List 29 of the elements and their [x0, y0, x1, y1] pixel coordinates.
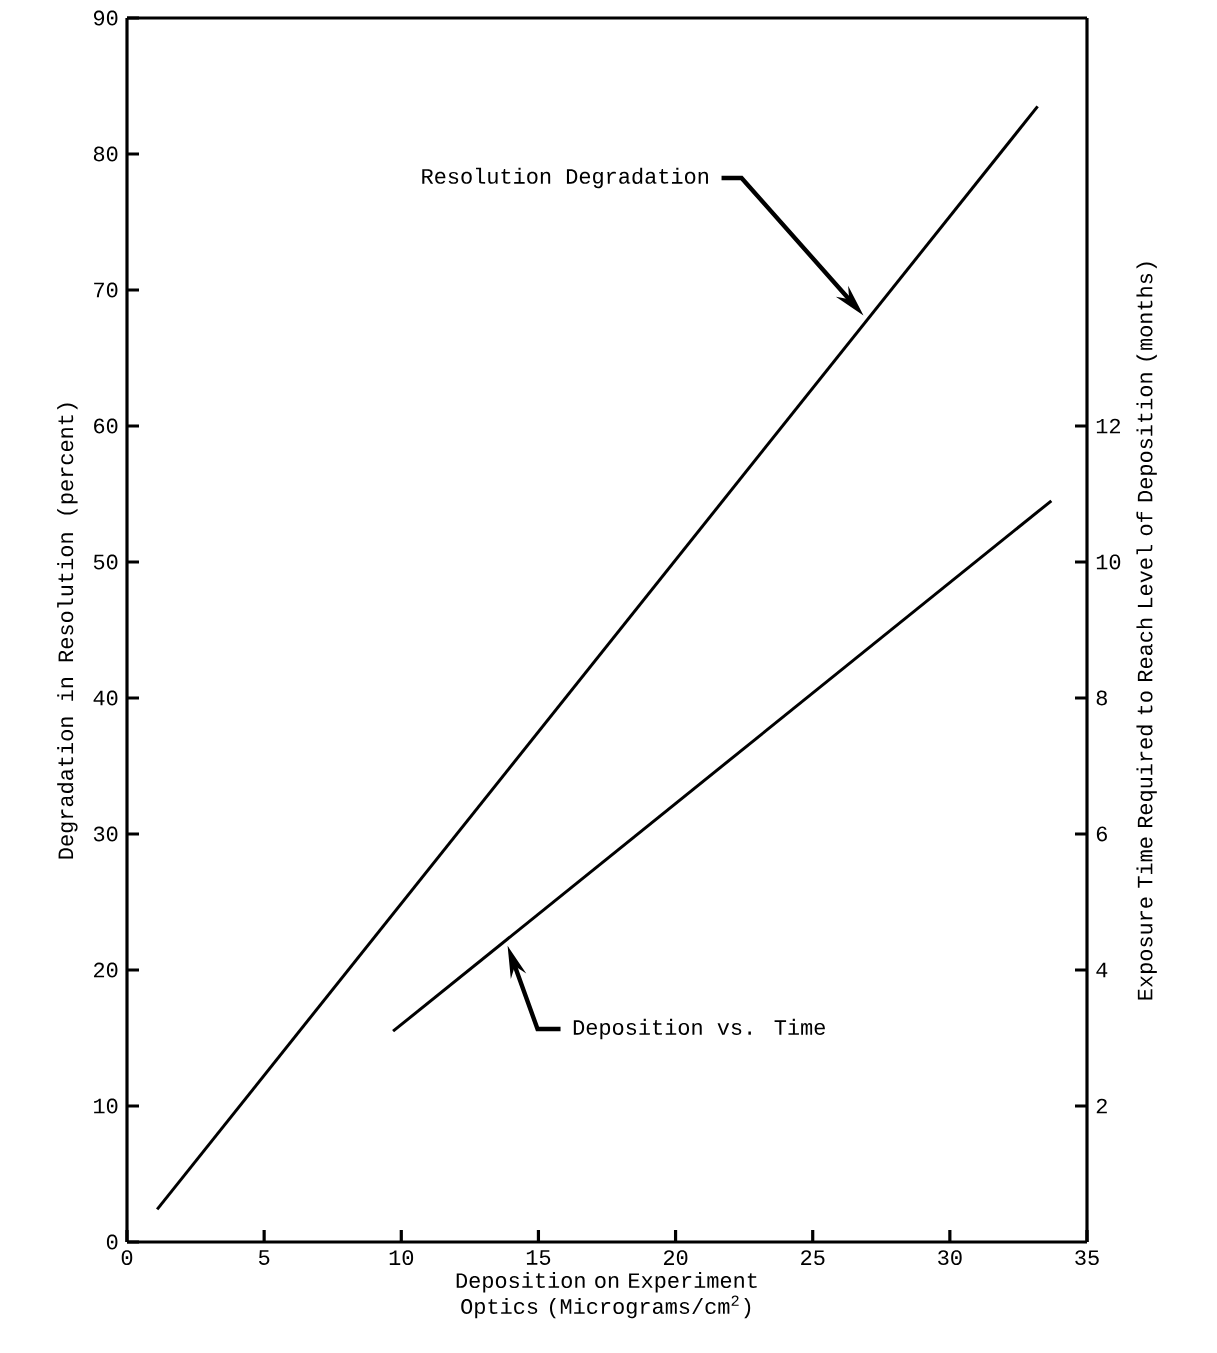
y2-axis-title: Exposure Time Required to Reach Level of Deposition (months)	[1136, 262, 1157, 1000]
y2-tick-label: 8	[1096, 690, 1107, 706]
y-tick-label: 70	[94, 282, 118, 298]
y-tick-label: 10	[94, 1098, 118, 1114]
x-tick-label: 35	[1075, 1250, 1099, 1266]
y-tick-label: 20	[93, 962, 118, 978]
y-tick-label: 40	[93, 690, 118, 706]
y2-tick-label: 10	[1096, 554, 1121, 570]
y2-tick-label: 4	[1096, 962, 1108, 978]
y-axis-title: Degradation in Resolution (percent)	[57, 403, 78, 859]
y-tick-label: 50	[93, 554, 118, 570]
x-tick-label: 25	[801, 1250, 825, 1266]
x-tick-label: 15	[526, 1250, 551, 1265]
y2-tick-label: 6	[1096, 826, 1107, 842]
y-tick-label: 0	[106, 1234, 118, 1250]
x-tick-label: 20	[663, 1250, 688, 1266]
y-tick-label: 30	[93, 826, 118, 842]
y2-tick-label: 2	[1096, 1098, 1107, 1114]
x-tick-label: 10	[389, 1250, 414, 1266]
y-tick-label: 90	[93, 10, 118, 26]
y-tick-label: 80	[93, 146, 118, 162]
y-tick-label: 60	[94, 418, 118, 434]
x-tick-label: 0	[121, 1250, 133, 1266]
y2-tick-label: 12	[1096, 418, 1120, 434]
annotation: Resolution Degradation	[422, 167, 708, 189]
x-tick-label: 30	[938, 1250, 962, 1266]
x-tick-label: 5	[258, 1250, 270, 1265]
x-axis-title: Deposition on Experiment Optics (Micrograms/cm$^{2}$)	[456, 1271, 757, 1319]
annotation: Deposition vs. Time	[573, 1018, 825, 1040]
